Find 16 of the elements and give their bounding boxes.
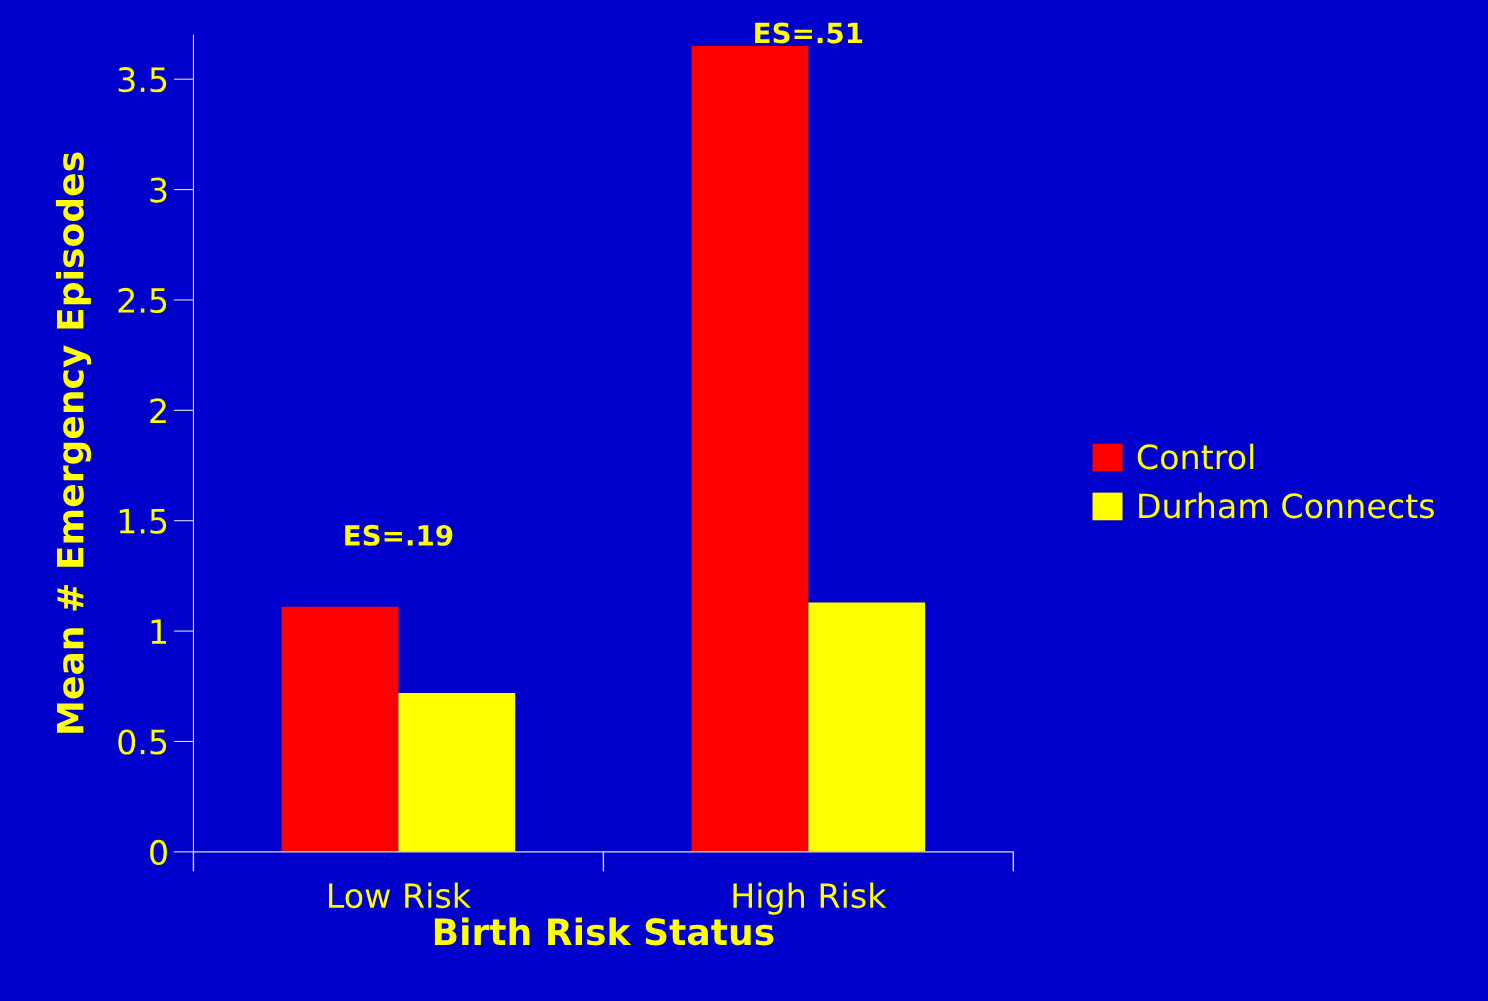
y-tick-label: 1	[151, 619, 167, 644]
y-tick-label: 1.5	[119, 509, 167, 534]
annotation: ES=.19	[345, 524, 453, 546]
x-tick-label: Low Risk	[329, 882, 471, 909]
y-tick-label: 2.5	[118, 287, 167, 314]
legend-label: Durham Connects	[1139, 492, 1434, 519]
y-tick-label: 3	[150, 177, 167, 203]
legend-label: Control	[1137, 443, 1254, 470]
y-axis-title: Mean # Emergency Episodes	[55, 152, 92, 733]
y-tick-label: 3.5	[118, 67, 167, 93]
annotation: ES=.51	[755, 22, 863, 44]
x-tick-label: High Risk	[733, 882, 887, 915]
y-tick-label: 2	[150, 398, 166, 423]
y-tick-label: 0	[150, 839, 167, 865]
y-tick-label: 0.5	[118, 729, 167, 755]
x-axis-title: Birth Risk Status	[434, 917, 774, 946]
